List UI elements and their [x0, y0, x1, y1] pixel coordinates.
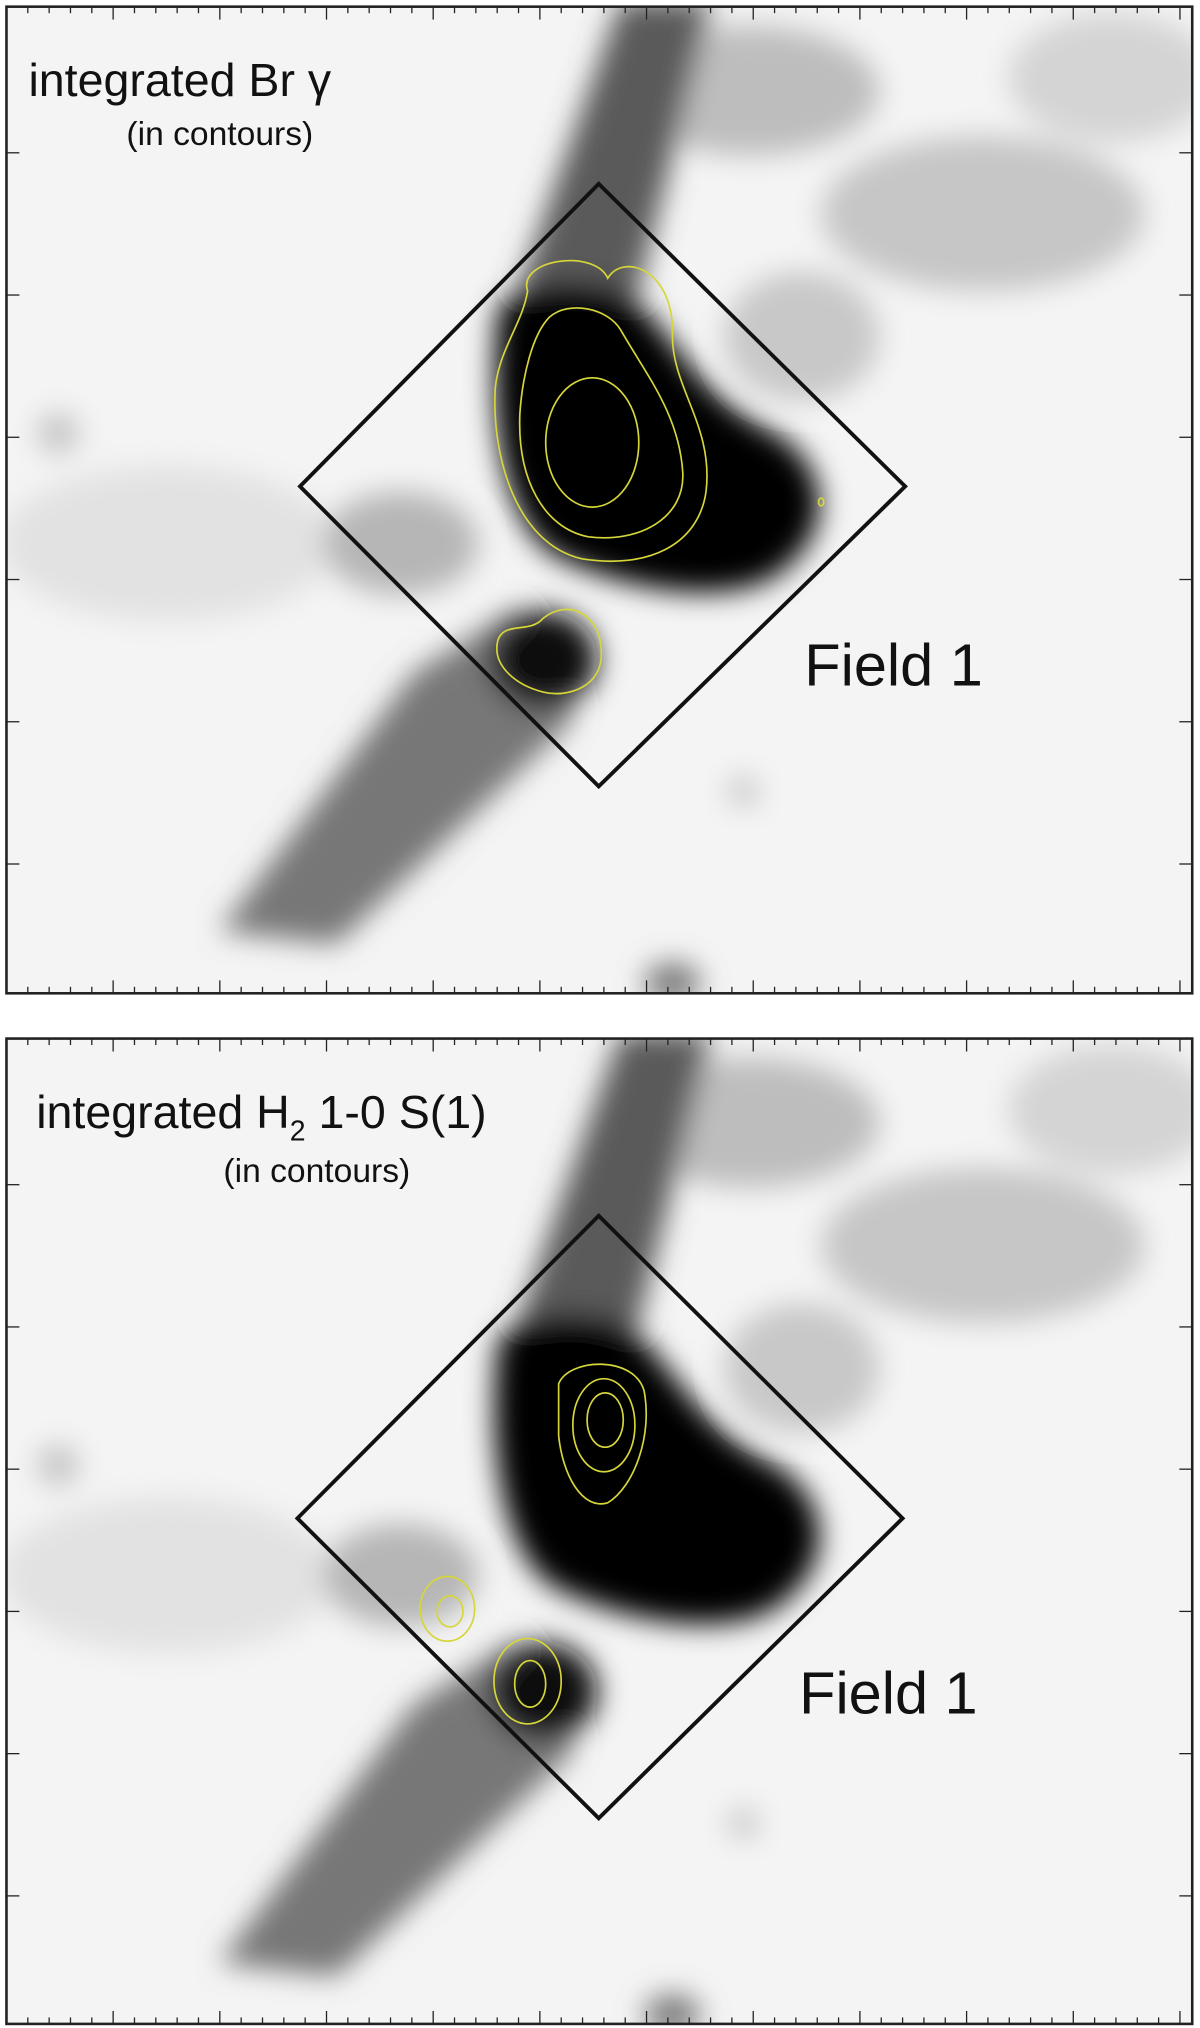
frame-ticks: [6, 6, 1193, 2024]
field-outline: [297, 181, 908, 790]
panel-subtitle: (in contours): [126, 116, 313, 153]
contours: [419, 1363, 648, 1725]
field-label: Field 1: [799, 1660, 977, 1727]
panel-frame: [5, 1037, 1194, 2026]
title-subscript: 2: [290, 1116, 306, 1148]
panel-title: integrated Br γ: [28, 54, 331, 106]
grayscale-image: [0, 0, 1200, 1061]
title-text: 1-0 S(1): [306, 1086, 487, 1138]
field-label: Field 1: [804, 632, 982, 699]
panel-subtitle: (in contours): [223, 1153, 410, 1190]
panel-2: integrated H2 1-0 S(1) (in contours) Fie…: [5, 1037, 1194, 2026]
field-outline: [294, 1212, 906, 1822]
panel-1: integrated Br γ (in contours) Field 1: [0, 0, 1200, 1061]
title-text: integrated H: [36, 1086, 290, 1138]
contours: [494, 259, 825, 695]
panel-frame: [5, 5, 1194, 995]
panel-title: integrated H2 1-0 S(1): [36, 1086, 486, 1148]
